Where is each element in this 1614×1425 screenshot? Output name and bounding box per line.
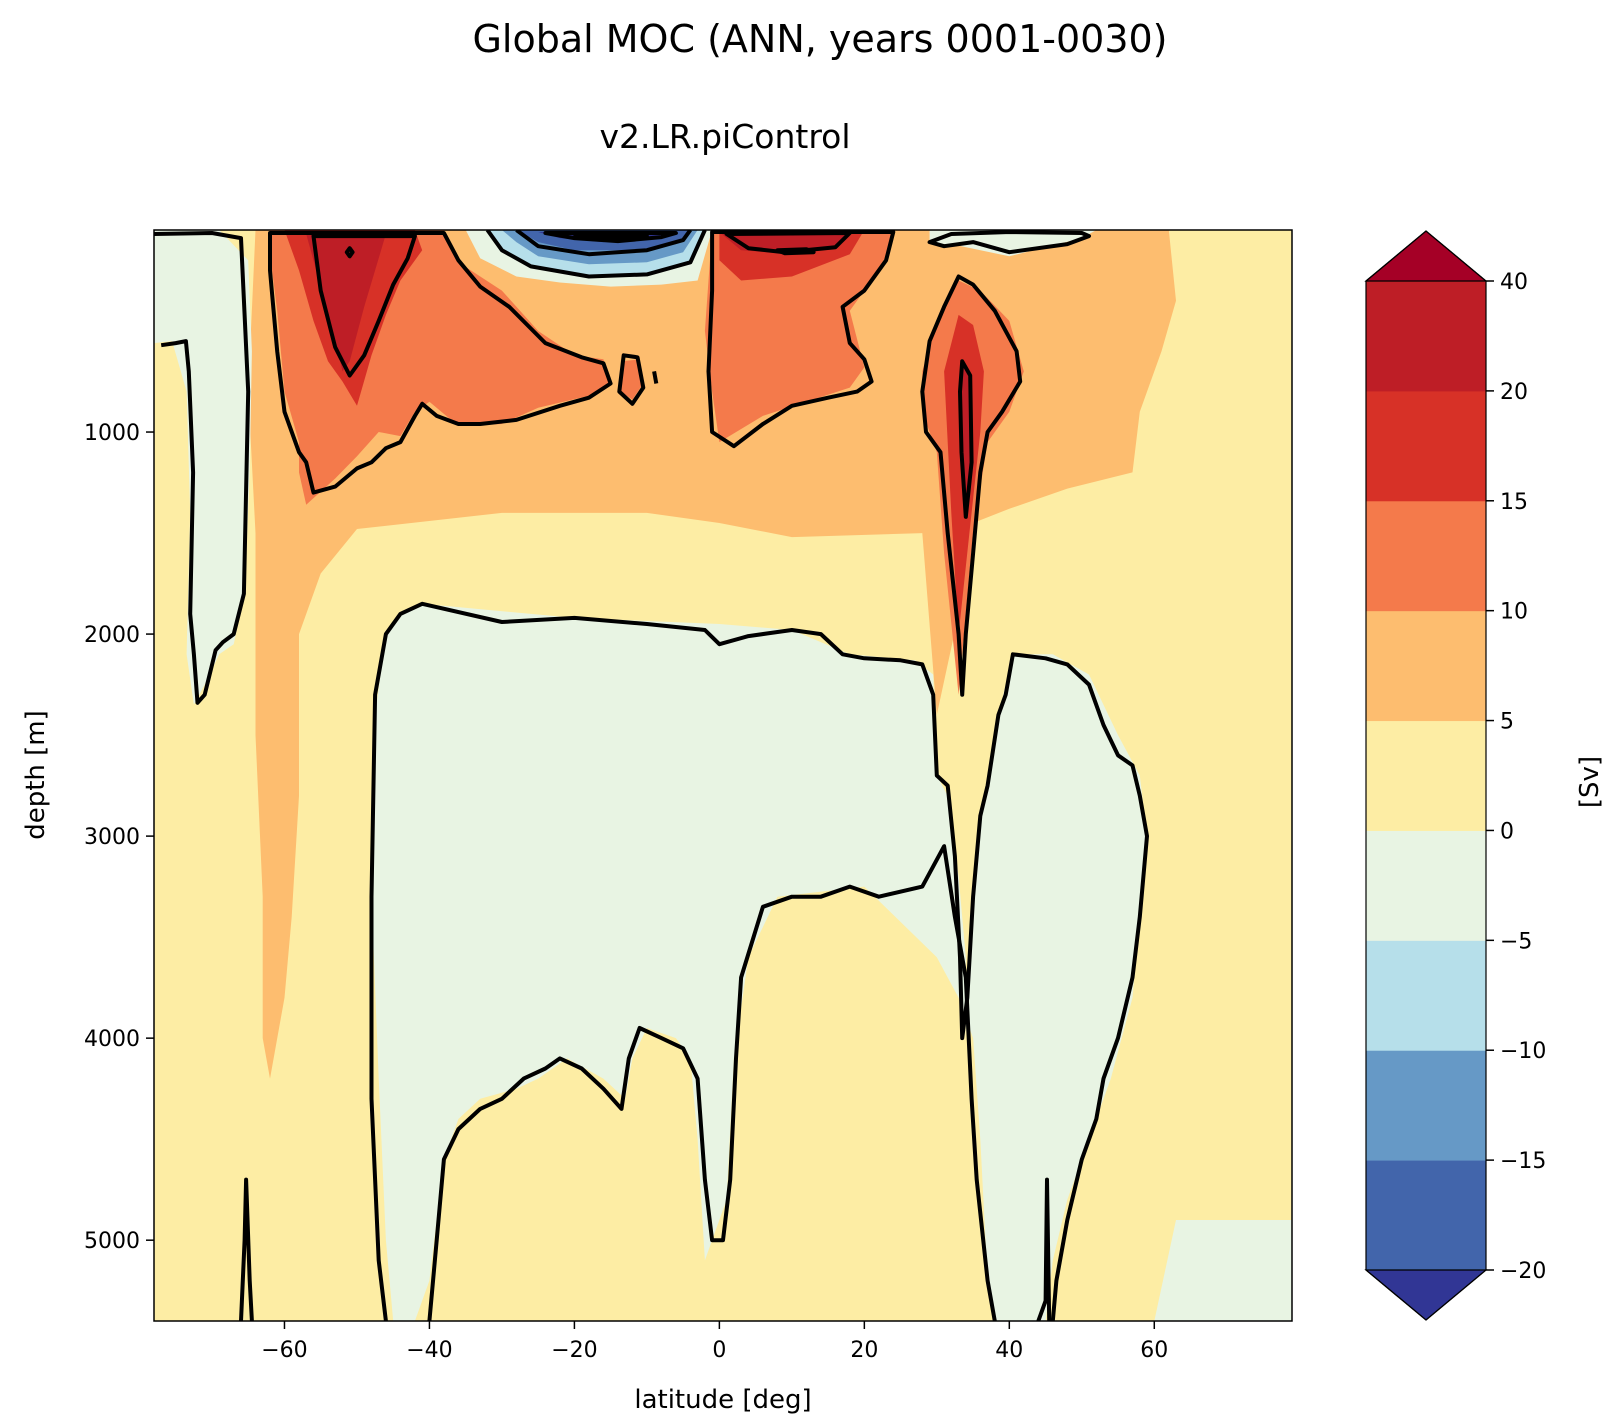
y-tick-label: 3000 [84, 825, 140, 850]
colorbar-band [1366, 390, 1486, 502]
contour-fills [154, 230, 1292, 1321]
x-tick-label: 60 [1140, 1338, 1168, 1363]
contour-lines [154, 230, 1149, 1321]
x-axis: −60 −40 −20 0 20 40 60 [261, 1321, 1168, 1363]
colorbar-tick-label: −20 [1500, 1259, 1546, 1284]
y-axis: 1000 2000 3000 4000 5000 [84, 421, 154, 1254]
colorbar-tick-label: −10 [1500, 1039, 1546, 1064]
contour-15-island [652, 371, 659, 384]
colorbar-extend-min [1364, 1269, 1488, 1321]
colorbar-band [1366, 830, 1486, 941]
contour-neg10-sub [515, 230, 693, 257]
fill-10-15-island [617, 359, 644, 400]
colorbar-band [1366, 281, 1486, 392]
x-tick-label: 40 [995, 1338, 1023, 1363]
colorbar: −20 −15 −10 −5 0 5 10 15 20 40 [1364, 230, 1546, 1321]
y-axis-label: depth [m] [21, 710, 51, 840]
colorbar-tick-label: 15 [1500, 490, 1528, 515]
colorbar-label: [Sv] [1575, 756, 1605, 808]
colorbar-band [1366, 610, 1486, 722]
x-tick-label: −20 [551, 1338, 597, 1363]
contour-20-atl [958, 359, 974, 519]
contour-zero-deep-west [239, 1177, 254, 1321]
contour-10-island [617, 353, 646, 406]
colorbar-tick-label: 5 [1500, 710, 1514, 735]
colorbar-tick-label: 40 [1500, 270, 1528, 295]
colorbar-band [1366, 500, 1486, 612]
contour-neg5-sub [485, 230, 707, 279]
contour-20-south-dot [344, 246, 355, 259]
x-tick-label: 0 [712, 1338, 726, 1363]
contour-10-atl [920, 274, 1023, 697]
fill-neg-east [1154, 1220, 1292, 1321]
contour-zero-antarctic [154, 231, 251, 705]
colorbar-band [1366, 1160, 1486, 1271]
plot-frame [153, 229, 1293, 1322]
contour-zero-abyssal-inner [427, 844, 997, 1321]
chart-subtitle: v2.LR.piControl [599, 117, 850, 156]
y-tick-label: 2000 [84, 623, 140, 648]
y-tick-label: 1000 [84, 421, 140, 446]
x-tick-label: −60 [261, 1338, 307, 1363]
fill-neg-abyssal [371, 603, 1147, 1321]
contour-zero-abyssal [369, 601, 1149, 1321]
x-tick-label: 20 [850, 1338, 878, 1363]
contour-zero-deep-east [1036, 1177, 1052, 1321]
colorbar-band [1366, 940, 1486, 1051]
colorbar-tick-label: −15 [1500, 1149, 1546, 1174]
x-axis-label: latitude [deg] [634, 1385, 811, 1415]
contour-neg15-sub [543, 231, 678, 244]
fill-neg-north-top [929, 230, 1097, 257]
fill-neg-antarctic [154, 230, 252, 705]
colorbar-band [1366, 720, 1486, 831]
x-tick-label: −40 [406, 1338, 452, 1363]
plot-area [153, 229, 1293, 1322]
y-tick-label: 5000 [84, 1229, 140, 1254]
colorbar-tick-label: 0 [1500, 819, 1514, 844]
colorbar-band [1366, 1050, 1486, 1161]
fill-20-40-south [306, 234, 386, 372]
chart-title: Global MOC (ANN, years 0001-0030) [472, 17, 1167, 61]
contour-20-north-dot [775, 247, 816, 256]
contour-10-north [706, 230, 896, 449]
contour-neg20-sub [572, 232, 649, 241]
colorbar-tick-label: 20 [1500, 380, 1528, 405]
colorbar-extend-max [1364, 230, 1488, 282]
contour-zero-north-top [927, 230, 1091, 255]
y-tick-label: 4000 [84, 1027, 140, 1052]
colorbar-tick-label: −5 [1500, 929, 1532, 954]
contour-10-south [268, 231, 613, 495]
contour-20-south [311, 234, 417, 378]
fill-10-15-north [704, 230, 894, 443]
colorbar-tick-label: 10 [1500, 600, 1528, 625]
